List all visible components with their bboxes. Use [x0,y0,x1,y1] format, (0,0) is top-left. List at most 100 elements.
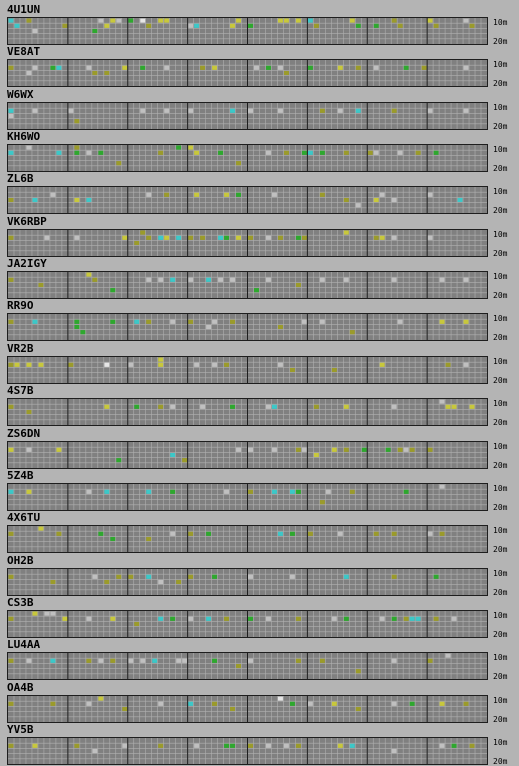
signal-cell [44,235,50,240]
signal-cell [319,150,325,155]
propagation-grid [7,313,488,342]
signal-cell [427,531,433,537]
signal-cell [319,658,325,664]
signal-cell [86,616,92,621]
signal-cell [295,235,301,240]
station-callsign: RR9O [7,299,34,313]
signal-cell [236,447,242,452]
signal-cell [146,574,152,579]
grid-svg [8,441,487,468]
signal-cell [439,701,445,706]
signal-cell [230,743,236,748]
signal-cell [391,701,397,706]
signal-cell [74,150,80,155]
signal-cell [158,150,164,155]
signal-cell [218,277,224,282]
signal-cell [8,198,14,203]
signal-cell [439,743,445,748]
signal-cell [265,743,271,748]
grid-svg [8,526,487,553]
signal-cell [313,452,319,457]
signal-cell [110,288,116,293]
signal-cell [212,574,218,579]
signal-cell [271,489,277,494]
signal-cell [92,574,98,579]
signal-cell [373,198,379,203]
signal-cell [224,193,230,198]
signal-cell [134,320,140,325]
signal-cell [158,616,164,621]
signal-cell [463,701,469,706]
signal-cell [463,18,469,23]
signal-cell [56,66,62,71]
signal-cell [158,235,164,240]
signal-cell [140,66,146,71]
signal-cell [463,362,469,367]
signal-cell [391,404,397,410]
signal-cell [349,18,355,23]
signal-cell [140,658,146,664]
signal-cell [158,743,164,748]
signal-cell [170,489,176,494]
propagation-grid [7,736,488,765]
signal-cell [170,531,176,537]
signal-cell [218,235,224,240]
signal-cell [295,282,301,288]
signal-cell [170,616,176,621]
signal-cell [194,193,200,198]
signal-cell [104,404,110,410]
signal-cell [439,484,445,489]
signal-cell [379,235,385,240]
signal-cell [38,362,44,367]
signal-cell [457,198,463,203]
signal-cell [265,616,271,621]
signal-cell [331,616,337,621]
signal-cell [146,489,152,494]
signal-cell [212,658,218,664]
signal-cell [236,664,242,669]
propagation-grid [7,228,488,257]
signal-cell [415,150,421,155]
signal-cell [128,362,134,367]
signal-cell [104,362,110,367]
signal-cell [337,108,343,113]
band-label-10m: 10m [493,229,508,239]
signal-cell [355,23,361,28]
signal-cell [469,743,475,748]
signal-cell [50,611,56,616]
signal-cell [164,193,170,198]
signal-cell [307,66,313,71]
signal-cell [230,277,236,282]
signal-cell [391,658,397,664]
band-label-10m: 10m [493,356,508,366]
signal-cell [32,108,38,113]
signal-cell [236,18,242,23]
signal-cell [319,320,325,325]
signal-cell [427,235,433,240]
signal-cell [230,23,236,28]
signal-cell [230,108,236,113]
signal-cell [367,150,373,155]
signal-cell [343,574,349,579]
signal-cell [283,18,289,23]
station-block: OA4B 10m 20m [0,681,519,724]
station-callsign: KH6WO [7,130,41,144]
signal-cell [140,108,146,113]
signal-cell [68,362,74,367]
signal-cell [277,696,283,701]
signal-cell [38,526,44,531]
signal-cell [146,23,152,28]
signal-cell [230,320,236,325]
signal-cell [32,198,38,203]
signal-cell [26,489,32,494]
signal-cell [379,616,385,621]
grid-svg [8,610,487,637]
signal-cell [98,531,104,537]
signal-cell [26,447,32,452]
signal-cell [325,489,331,494]
signal-cell [188,145,194,150]
signal-cell [68,108,74,113]
station-callsign: OH2B [7,553,34,567]
signal-cell [116,457,122,462]
signal-cell [86,272,92,277]
